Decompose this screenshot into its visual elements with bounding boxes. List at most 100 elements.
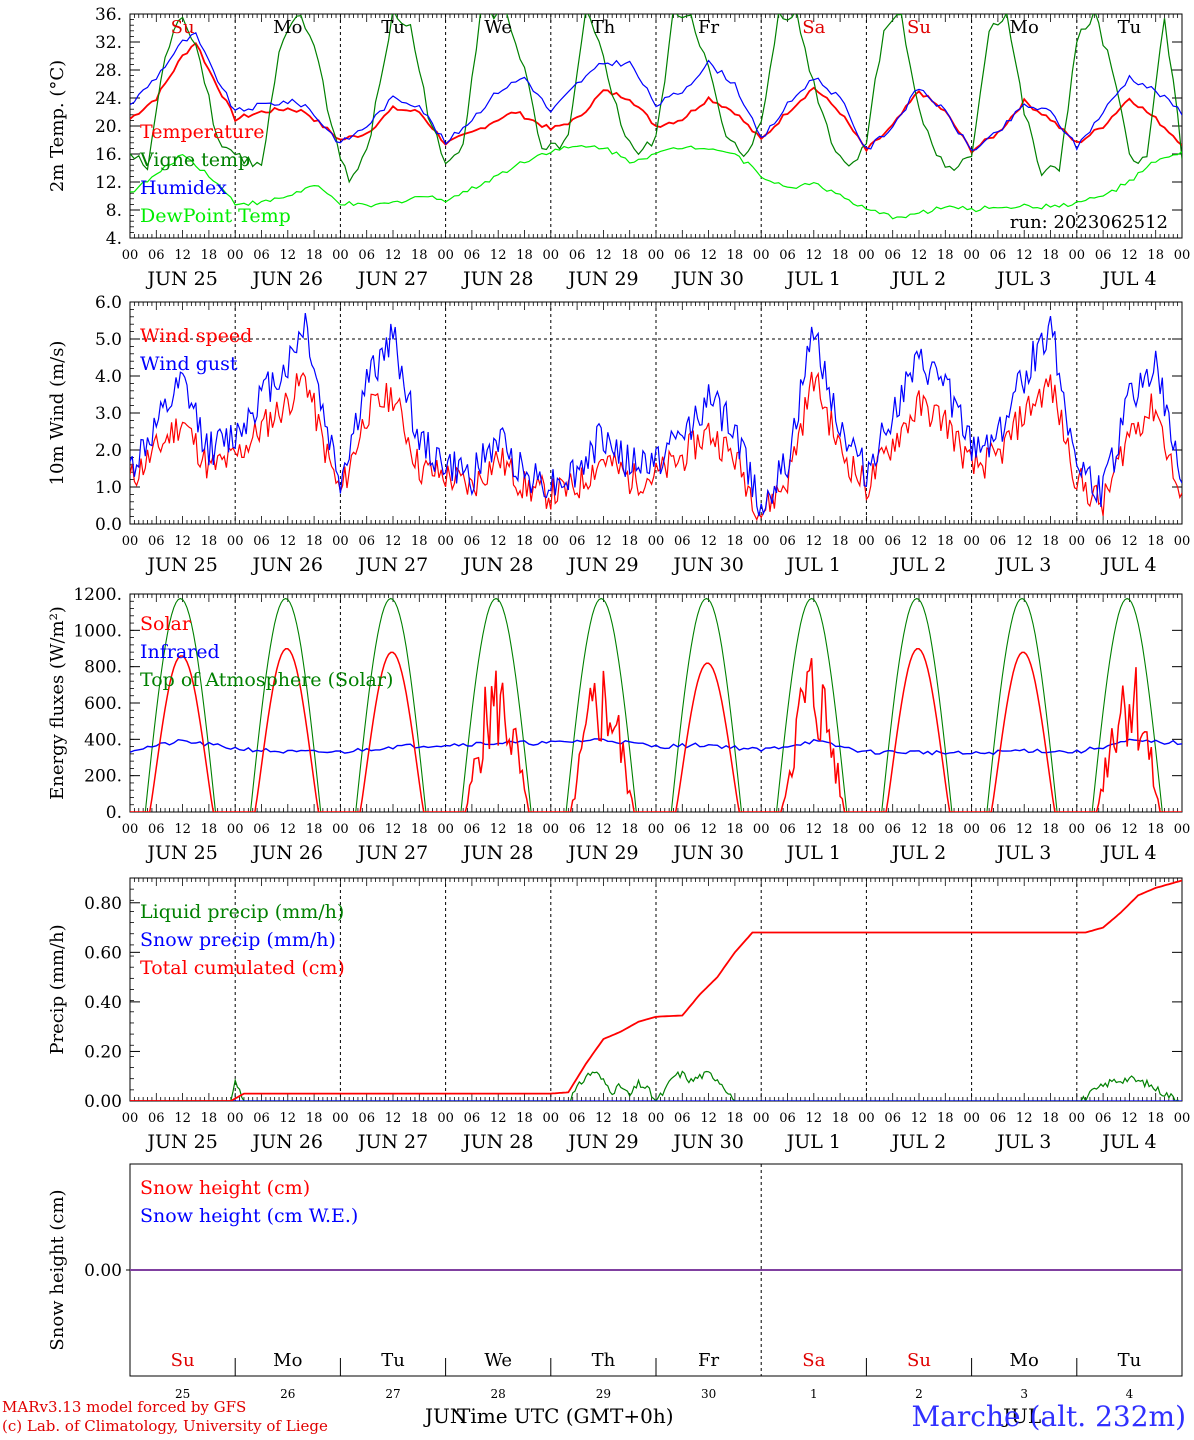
hour-tick-label: 06	[990, 822, 1007, 837]
date-label: JUN 27	[356, 554, 428, 576]
hour-tick-label: 12	[911, 534, 928, 549]
hour-tick-label: 06	[358, 1111, 375, 1126]
hour-tick-label: 18	[201, 248, 218, 263]
hour-tick-label: 00	[543, 1111, 560, 1126]
hour-tick-label: 18	[201, 822, 218, 837]
hour-tick-label: 18	[306, 1111, 323, 1126]
date-label: JUN 30	[671, 268, 743, 290]
hour-tick-label: 06	[990, 1111, 1007, 1126]
date-label: JUN 25	[145, 1131, 217, 1153]
date-label: JUL 1	[785, 268, 841, 290]
hour-tick-label: 06	[1095, 248, 1112, 263]
hour-tick-label: 18	[1042, 248, 1059, 263]
hour-tick-label: 06	[779, 822, 796, 837]
hour-tick-label: 12	[700, 248, 717, 263]
hour-tick-label: 06	[569, 1111, 586, 1126]
y-tick-label: 1200.	[73, 585, 122, 605]
hour-tick-label: 06	[884, 534, 901, 549]
hour-tick-label: 12	[1121, 1111, 1138, 1126]
date-label: JUN 29	[566, 1131, 638, 1153]
hour-tick-label: 06	[253, 1111, 270, 1126]
date-label: JUN 28	[461, 268, 533, 290]
hour-tick-label: 06	[464, 822, 481, 837]
hour-tick-label: 06	[779, 248, 796, 263]
legend-entry: Wind speed	[140, 325, 252, 347]
hour-tick-label: 18	[306, 248, 323, 263]
weekday-label: Su	[907, 1350, 931, 1371]
hour-tick-label: 12	[806, 822, 823, 837]
y-tick-label: 6.0	[95, 293, 122, 313]
hour-tick-label: 18	[1147, 1111, 1164, 1126]
y-tick-label: 200.	[84, 767, 122, 787]
hour-tick-label: 18	[727, 248, 744, 263]
date-label: JUL 4	[1100, 268, 1156, 290]
hour-tick-label: 12	[385, 534, 402, 549]
legend-entry: Total cumulated (cm)	[140, 957, 345, 979]
date-label: JUN 27	[356, 268, 428, 290]
weekday-label: Tu	[381, 1350, 405, 1371]
day-number-label: 1	[810, 1387, 818, 1401]
y-axis-title: 10m Wind (m/s)	[47, 341, 68, 486]
date-label: JUL 2	[890, 1131, 946, 1153]
weekday-label: Tu	[1118, 17, 1142, 38]
hour-tick-label: 06	[779, 534, 796, 549]
hour-tick-label: 12	[1121, 534, 1138, 549]
y-tick-label: 800.	[84, 658, 122, 678]
hour-tick-label: 12	[1121, 248, 1138, 263]
y-tick-label: 0.0	[95, 515, 122, 535]
hour-tick-label: 12	[595, 248, 612, 263]
hour-tick-label: 12	[700, 1111, 717, 1126]
hour-tick-label: 00	[1174, 534, 1191, 549]
hour-tick-label: 18	[832, 1111, 849, 1126]
date-label: JUN 26	[251, 842, 323, 864]
date-label: JUN 30	[671, 842, 743, 864]
model-credit: MARv3.13 model forced by GFS (c) Lab. of…	[2, 1398, 328, 1436]
y-tick-label: 0.20	[84, 1042, 122, 1062]
y-tick-label: 1000.	[73, 621, 122, 641]
panel-3: 0. 200. 400. 600. 800. 1000. 1200.Energy fluxe…	[47, 585, 1190, 864]
hour-tick-label: 00	[332, 248, 349, 263]
weekday-label: Su	[907, 17, 931, 38]
y-tick-label: 4.	[106, 229, 122, 249]
hour-tick-label: 00	[858, 248, 875, 263]
hour-tick-label: 00	[122, 822, 139, 837]
hour-tick-label: 18	[516, 534, 533, 549]
hour-tick-label: 00	[227, 822, 244, 837]
hour-tick-label: 00	[543, 822, 560, 837]
date-label: JUN 28	[461, 554, 533, 576]
hour-tick-label: 18	[1042, 1111, 1059, 1126]
hour-tick-label: 12	[1121, 822, 1138, 837]
date-label: JUL 3	[995, 268, 1051, 290]
hour-tick-label: 12	[174, 248, 191, 263]
day-number-label: 26	[280, 1387, 295, 1401]
hour-tick-label: 18	[621, 248, 638, 263]
hour-tick-label: 00	[437, 534, 454, 549]
y-tick-label: 0.00	[84, 1261, 122, 1281]
hour-tick-label: 06	[674, 822, 691, 837]
hour-tick-label: 00	[858, 534, 875, 549]
month-label-right: JUL	[1003, 1404, 1042, 1428]
hour-tick-label: 00	[543, 534, 560, 549]
hour-tick-label: 12	[1016, 534, 1033, 549]
date-label: JUL 2	[890, 842, 946, 864]
day-number-label: 4	[1126, 1387, 1134, 1401]
date-label: JUL 2	[890, 554, 946, 576]
hour-tick-label: 18	[727, 822, 744, 837]
y-tick-label: 3.0	[95, 404, 122, 424]
hour-tick-label: 06	[253, 822, 270, 837]
y-tick-label: 4.0	[95, 367, 122, 387]
hour-tick-label: 12	[490, 822, 507, 837]
run-label: run: 2023062512	[1010, 212, 1168, 233]
hour-tick-label: 06	[148, 534, 165, 549]
hour-tick-label: 00	[858, 1111, 875, 1126]
hour-tick-label: 00	[122, 248, 139, 263]
hour-tick-label: 06	[148, 248, 165, 263]
date-label: JUL 2	[890, 268, 946, 290]
y-tick-label: 16.	[95, 145, 122, 165]
hour-tick-label: 00	[648, 534, 665, 549]
day-number-label: 27	[385, 1387, 400, 1401]
date-label: JUN 27	[356, 1131, 428, 1153]
hour-tick-label: 06	[1095, 1111, 1112, 1126]
legend-entry: Vigne temp	[139, 149, 250, 171]
hour-tick-label: 06	[148, 822, 165, 837]
